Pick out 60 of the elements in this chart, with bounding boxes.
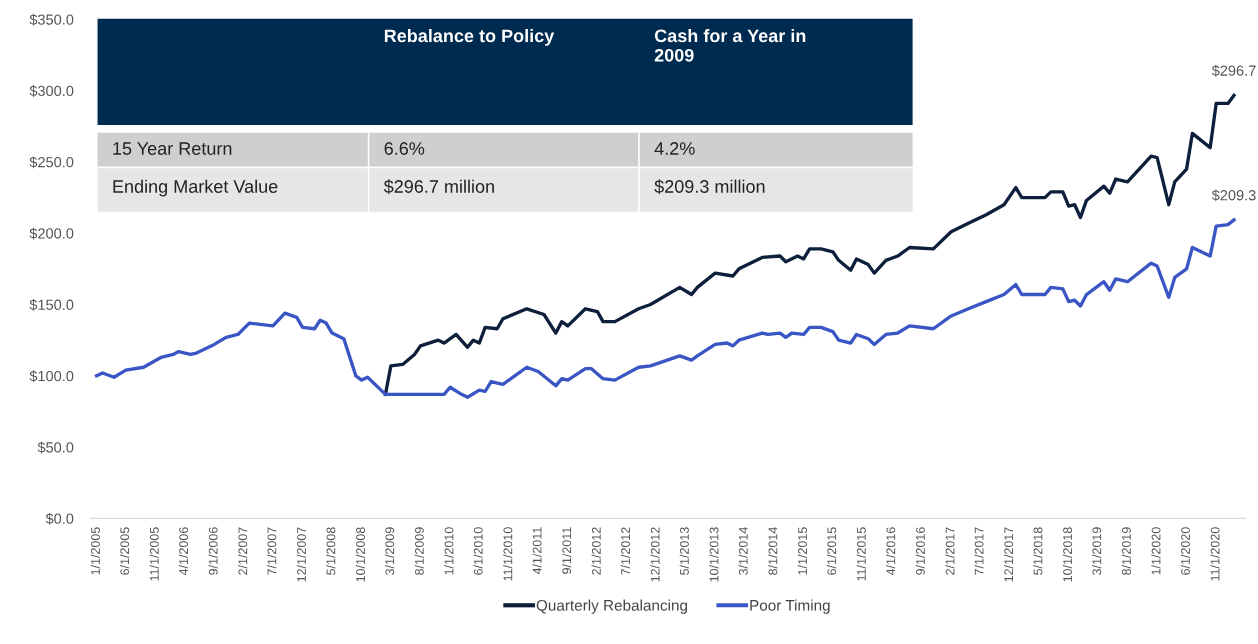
x-tick-label: 6/1/2015: [827, 527, 837, 575]
y-tick-label: $100.0: [29, 370, 74, 383]
annotation: 6.6%: [384, 142, 425, 155]
x-tick-label: 9/1/2016: [915, 527, 925, 575]
x-tick-label: 3/1/2009: [385, 527, 395, 575]
x-tick-label: 11/1/2015: [856, 527, 866, 581]
x-tick-label: 7/1/2017: [974, 527, 984, 575]
x-tick-label: 11/1/2005: [149, 527, 159, 581]
x-tick-label: 4/1/2011: [532, 527, 542, 575]
annotation: 15 Year Return: [113, 142, 232, 155]
annotation: $209.3: [1211, 189, 1256, 202]
x-tick-label: 3/1/2019: [1092, 527, 1102, 575]
x-tick-label: 5/1/2013: [679, 527, 689, 575]
y-tick-label: $350.0: [29, 13, 74, 26]
x-tick-label: 4/1/2016: [886, 527, 896, 576]
annotation: Cash for a Year in 2009: [654, 28, 806, 62]
legend-label: Quarterly Rebalancing: [536, 599, 687, 614]
x-tick-label: 11/1/2020: [1210, 527, 1220, 581]
x-tick-label: 8/1/2019: [1121, 527, 1131, 575]
x-tick-label: 2/1/2017: [945, 527, 955, 575]
x-tick-label: 6/1/2005: [119, 527, 130, 575]
annotation: Rebalance to Policy: [384, 28, 555, 46]
annotation: $296.7: [1211, 64, 1256, 77]
x-tick-label: 5/1/2008: [326, 527, 336, 575]
x-tick-label: 9/1/2006: [208, 527, 218, 575]
annotation: $296.7 million: [383, 179, 494, 194]
x-tick-label: 10/1/2018: [1062, 527, 1073, 582]
x-tick-label: 1/1/2005: [90, 527, 100, 575]
y-tick-label: $50.0: [37, 441, 74, 454]
y-tick-label: $200.0: [29, 227, 74, 240]
annotation: Ending Market Value: [113, 179, 278, 197]
x-tick-label: 12/1/2007: [296, 527, 306, 582]
x-tick-label: 10/1/2008: [355, 527, 365, 582]
x-tick-label: 1/1/2020: [1151, 527, 1161, 575]
legend-label: Poor Timing: [750, 599, 830, 614]
x-tick-label: 7/1/2012: [620, 527, 631, 575]
x-tick-label: 1/1/2015: [797, 527, 807, 575]
annotation: 4.2%: [654, 142, 695, 155]
x-tick-label: 8/1/2014: [768, 527, 778, 575]
x-tick-label: 12/1/2017: [1003, 527, 1014, 582]
x-tick-label: 11/1/2010: [503, 527, 513, 581]
x-tick-label: 9/1/2011: [561, 527, 572, 574]
x-tick-label: 12/1/2012: [650, 527, 660, 582]
line-series: [94, 218, 1236, 399]
x-tick-label: 1/1/2010: [444, 527, 454, 575]
y-tick-label: $300.0: [29, 85, 74, 97]
x-tick-label: 5/1/2018: [1033, 527, 1043, 575]
x-tick-label: 6/1/2010: [473, 527, 483, 575]
x-tick-label: 6/1/2020: [1180, 527, 1190, 575]
x-tick-label: 2/1/2012: [591, 527, 601, 575]
y-tick-label: $150.0: [29, 299, 74, 311]
x-tick-label: 8/1/2009: [414, 527, 424, 575]
x-tick-label: 10/1/2013: [709, 527, 719, 582]
y-tick-label: $250.0: [29, 156, 74, 169]
x-tick-label: 2/1/2007: [238, 527, 248, 575]
x-tick-label: 4/1/2006: [178, 527, 189, 576]
y-tick-label: $0.0: [45, 512, 74, 525]
x-tick-label: 7/1/2007: [267, 527, 277, 575]
annotation: $209.3 million: [654, 179, 765, 194]
x-tick-label: 3/1/2014: [738, 527, 748, 575]
